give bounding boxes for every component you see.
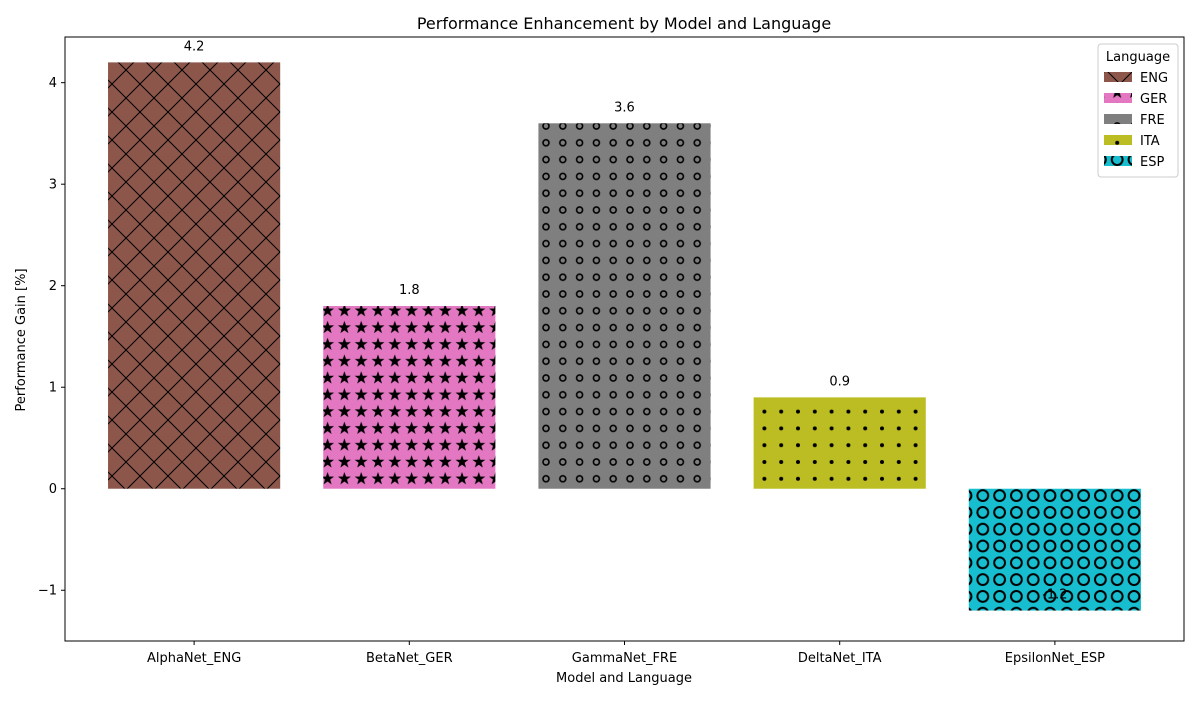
bar-alphanet_eng xyxy=(108,62,281,489)
y-tick-label: 2 xyxy=(49,279,57,294)
data-label: 3.6 xyxy=(614,100,635,115)
y-tick-label: 3 xyxy=(49,178,57,193)
data-label: -1.2 xyxy=(1042,588,1067,603)
data-label: 4.2 xyxy=(184,39,205,54)
y-axis-label: Performance Gain [%] xyxy=(14,268,29,411)
x-tick-label: DeltaNet_ITA xyxy=(798,651,882,666)
legend-swatch-esp xyxy=(1104,156,1132,166)
legend-label-eng: ENG xyxy=(1140,71,1168,86)
y-tick-label: 4 xyxy=(49,76,57,91)
data-label: 0.9 xyxy=(829,374,850,389)
legend-label-ger: GER xyxy=(1140,92,1167,107)
bar-gammanet_fre xyxy=(538,123,711,489)
legend-label-esp: ESP xyxy=(1140,155,1164,170)
legend-label-fre: FRE xyxy=(1140,113,1165,128)
x-tick-label: GammaNet_FRE xyxy=(572,651,677,666)
legend-swatch-fre xyxy=(1104,114,1132,124)
legend: Language ENG GER FRE ITA ESP xyxy=(1097,43,1179,178)
legend-swatch-ger xyxy=(1104,93,1132,103)
y-tick-label: −1 xyxy=(38,584,57,599)
y-tick-label: 0 xyxy=(49,482,57,497)
x-tick-label: BetaNet_GER xyxy=(366,651,453,666)
chart-title: Performance Enhancement by Model and Lan… xyxy=(417,14,831,33)
plot-area: 4.2 1.8 3.6 0.9 -1.2 −1 0 1 2 3 4 AlphaNet_ENG BetaN… xyxy=(38,36,1185,666)
legend-label-ita: ITA xyxy=(1140,134,1160,149)
x-tick-label: AlphaNet_ENG xyxy=(147,651,241,666)
x-tick-label: EpsilonNet_ESP xyxy=(1005,651,1105,666)
bar-deltanet_ita xyxy=(753,397,926,489)
legend-swatch-ita xyxy=(1104,135,1132,145)
legend-title: Language xyxy=(1106,50,1170,65)
y-tick-label: 1 xyxy=(49,381,57,396)
legend-swatch-eng xyxy=(1104,72,1132,82)
data-label: 1.8 xyxy=(399,283,420,298)
bar-epsilonnet_esp xyxy=(968,488,1141,611)
bar-betanet_ger xyxy=(323,306,496,489)
x-axis-label: Model and Language xyxy=(556,671,692,686)
